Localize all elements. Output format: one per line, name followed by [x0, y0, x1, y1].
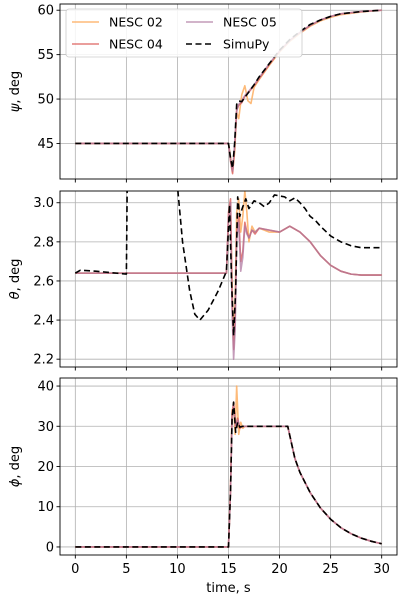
y-axis-label: ψ, deg: [8, 71, 23, 112]
x-axis-label: time, s: [206, 581, 251, 596]
series-line-simupy: [75, 401, 382, 548]
y-axis-label: ϕ, deg: [8, 446, 23, 487]
x-tick-label: 25: [322, 562, 339, 577]
y-tick-label: 50: [37, 93, 54, 108]
y-axis-label-symbol: θ: [8, 291, 23, 299]
legend-label: SimuPy: [223, 37, 270, 52]
x-tick-label: 15: [220, 562, 237, 577]
series-group: [75, 385, 382, 548]
y-tick-label: 3.0: [33, 196, 54, 211]
panel-1: 45 50 55 60 ψ, deg NESC 02 NESC 04 NESC 05 SimuP…: [8, 3, 398, 183]
legend: NESC 02 NESC 04 NESC 05 SimuPy: [65, 8, 303, 58]
series-line-simupy: [75, 9, 382, 170]
x-tick-label: 5: [122, 562, 130, 577]
y-axis-label-symbol: ϕ: [8, 478, 23, 487]
y-tick-label: 45: [37, 137, 54, 152]
series-group: [74, 191, 382, 360]
legend-label: NESC 05: [223, 15, 277, 30]
legend-box: [65, 8, 303, 58]
y-tick-label: 2.4: [33, 314, 54, 329]
y-axis-label-unit: , deg: [8, 446, 23, 479]
y-tick-label: 20: [37, 460, 54, 475]
y-tick-label: 60: [37, 4, 54, 19]
legend-label: NESC 04: [109, 37, 163, 52]
y-tick-label: 0: [46, 540, 54, 555]
series-line-nesc-05: [75, 201, 382, 360]
y-axis-label: θ, deg: [8, 259, 23, 300]
y-axis-label-symbol: ψ: [8, 103, 23, 112]
y-tick-label: 30: [37, 420, 54, 435]
y-tick-label: 2.6: [33, 274, 54, 289]
series-group: [75, 9, 382, 175]
y-axis-label-unit: , deg: [8, 71, 23, 104]
y-tick-label: 10: [37, 500, 54, 515]
y-axis-label-unit: , deg: [8, 259, 23, 292]
y-tick-label: 40: [37, 380, 54, 395]
x-tick-label: 0: [71, 562, 79, 577]
panel-2: 2.2 2.4 2.6 2.8 3.0 θ, deg: [8, 190, 398, 371]
legend-label: NESC 02: [109, 15, 163, 30]
x-tick-label: 10: [169, 562, 186, 577]
y-tick-label: 2.8: [33, 235, 54, 250]
y-tick-label: 55: [37, 48, 54, 63]
panel-3: 0 5 10 15 20 25 30 0 10 20 30 40 ϕ, deg: [8, 377, 398, 577]
x-tick-label: 20: [271, 562, 288, 577]
y-tick-label: 2.2: [33, 353, 54, 368]
series-line-simupy: [74, 191, 382, 337]
x-tick-label: 30: [373, 562, 390, 577]
series-line-nesc-05: [75, 9, 382, 172]
